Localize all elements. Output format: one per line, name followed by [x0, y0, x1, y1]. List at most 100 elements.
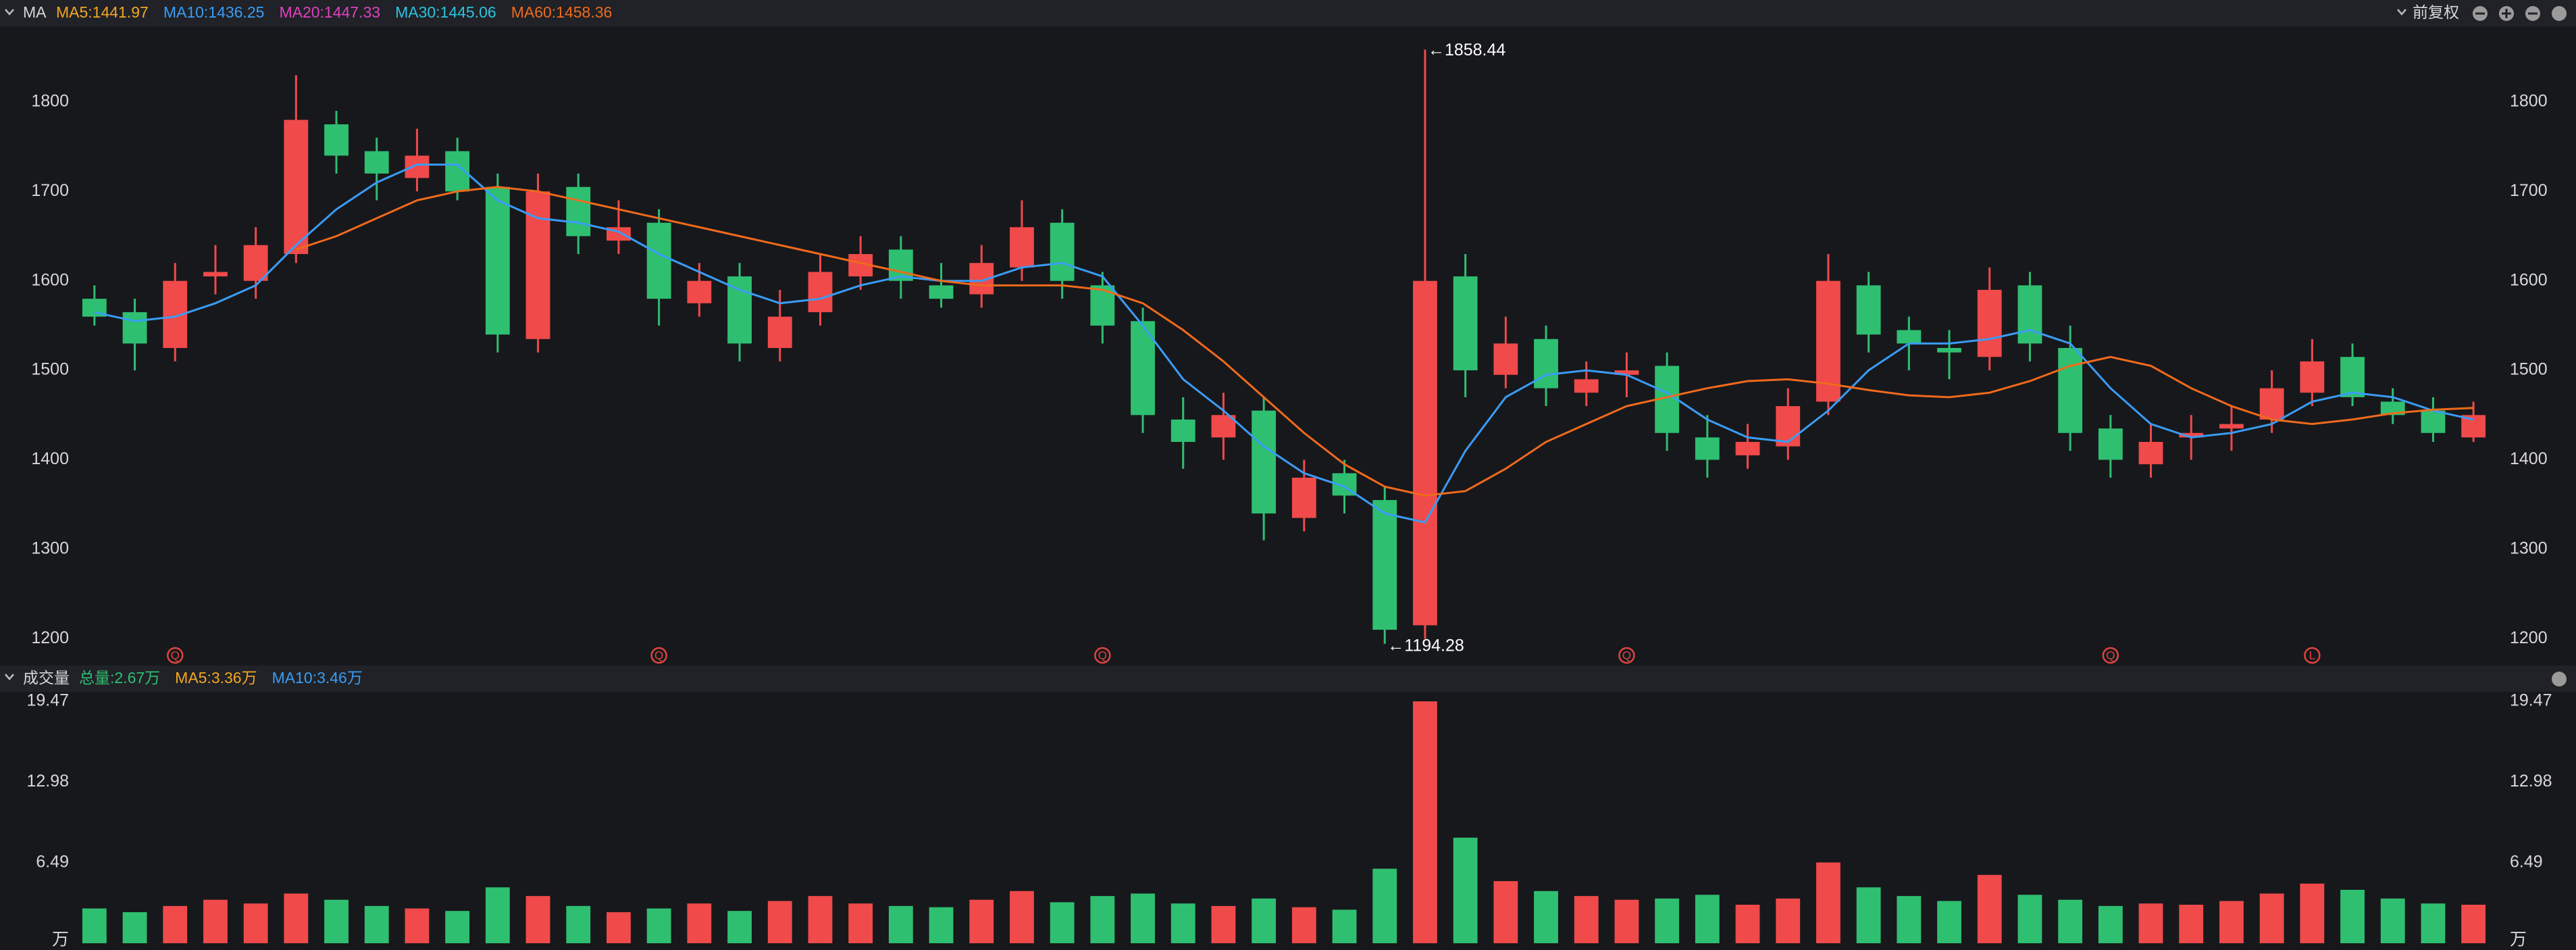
candle-body — [929, 285, 954, 299]
settings-button[interactable] — [2552, 672, 2567, 686]
candle-body — [2300, 361, 2325, 393]
y-tick-label: 19.47 — [2510, 691, 2552, 710]
candle-body — [767, 316, 792, 348]
y-tick-label: 1200 — [2510, 628, 2548, 647]
candle-body — [1372, 500, 1397, 630]
volume-bar — [687, 903, 712, 943]
candle-body — [2259, 388, 2284, 420]
candle-body — [1252, 410, 1277, 514]
event-marker[interactable] — [650, 647, 667, 664]
candle-body — [1695, 437, 1720, 460]
legend-entry: MA5:1441.97 — [56, 3, 149, 21]
settings-button[interactable] — [2552, 6, 2567, 21]
event-marker-label: Q — [171, 649, 180, 661]
y-tick-label: 12.98 — [2510, 772, 2552, 791]
dropdown-icon[interactable] — [2397, 9, 2406, 16]
volume-bar — [1735, 904, 1760, 943]
volume-bar — [1453, 837, 1478, 943]
volume-bar — [485, 887, 510, 943]
candle-body — [1856, 285, 1881, 335]
candle-body — [525, 191, 550, 339]
candle-body — [203, 272, 228, 277]
legend-entry: MA30:1445.06 — [395, 3, 496, 21]
y-tick-label: 1400 — [2510, 449, 2548, 468]
volume-bar — [243, 903, 268, 943]
volume-bar — [2017, 895, 2042, 943]
y-tick-label: 6.49 — [36, 852, 69, 871]
candle-body — [808, 272, 833, 313]
volume-bar — [1614, 899, 1639, 943]
volume-bar — [2058, 899, 2083, 943]
max-annotation: ←1858.44 — [1428, 41, 1505, 59]
volume-bar — [566, 905, 591, 943]
candle-body — [284, 120, 309, 254]
volume-bar — [1090, 896, 1115, 943]
min-annotation: ←1194.28 — [1387, 636, 1464, 655]
price-header-bar — [0, 0, 2576, 26]
volume-bar — [1655, 898, 1680, 943]
event-marker[interactable] — [1094, 647, 1111, 664]
legend-entry: MA10:1436.25 — [163, 3, 265, 21]
candle-body — [1897, 330, 1922, 344]
candle-body — [1776, 406, 1801, 447]
volume-bar — [284, 893, 309, 943]
candle-body — [2138, 442, 2163, 465]
candle-body — [2380, 401, 2405, 416]
volume-bar — [1856, 887, 1881, 943]
candle-body — [1534, 339, 1558, 389]
volume-bar — [2219, 901, 2244, 943]
ma-line — [295, 186, 2474, 497]
event-marker[interactable] — [2102, 647, 2119, 664]
volume-bar — [969, 899, 994, 943]
volume-bar — [767, 901, 792, 943]
candle-body — [566, 186, 591, 236]
volume-bar — [808, 896, 833, 943]
candle-body — [1050, 222, 1075, 281]
y-tick-label: 1800 — [2510, 92, 2548, 111]
candle-body — [2421, 410, 2446, 433]
collapse-icon[interactable] — [5, 9, 14, 16]
y-tick-label: 12.98 — [26, 772, 69, 791]
candle-body — [2340, 357, 2365, 397]
volume-bar — [1291, 907, 1316, 943]
y-tick-label: 1600 — [2510, 270, 2548, 289]
y-tick-label: 1200 — [31, 628, 69, 647]
candle-body — [1453, 276, 1478, 371]
volume-bar — [324, 899, 349, 943]
y-tick-label: 1300 — [2510, 539, 2548, 557]
y-tick-label: 19.47 — [26, 691, 69, 710]
legend-entry: MA60:1458.36 — [511, 3, 613, 21]
volume-bar — [364, 905, 389, 943]
volume-bar — [1050, 902, 1075, 943]
volume-bar — [2421, 903, 2446, 943]
adjust-label[interactable]: 前复权 — [2413, 3, 2459, 21]
candle-body — [1010, 227, 1034, 268]
candle-body — [2058, 348, 2083, 433]
volume-bar — [2138, 903, 2163, 943]
candle-body — [324, 124, 349, 156]
volume-bar — [1131, 893, 1155, 943]
event-marker[interactable] — [167, 647, 184, 664]
volume-bar — [1372, 868, 1397, 943]
candle-body — [1291, 477, 1316, 518]
volume-bar — [2340, 889, 2365, 943]
volume-bar — [2300, 883, 2325, 943]
candle-body — [727, 276, 752, 344]
y-tick-label: 万 — [52, 930, 69, 949]
volume-bar — [2259, 893, 2284, 943]
volume-bar — [82, 908, 107, 943]
candle-body — [243, 245, 268, 281]
candle-body — [364, 151, 389, 174]
volume-bar — [848, 903, 873, 943]
y-tick-label: 1400 — [31, 449, 69, 468]
event-marker[interactable] — [2304, 647, 2321, 664]
event-marker[interactable] — [1618, 647, 1635, 664]
legend-entry: 总量:2.67万 — [79, 669, 160, 686]
collapse-icon[interactable] — [5, 674, 14, 680]
price-title: MA — [23, 3, 47, 21]
volume-bar — [1211, 905, 1236, 943]
candle-body — [2098, 428, 2123, 460]
volume-bar — [1252, 898, 1277, 943]
event-marker-label: Q — [654, 649, 663, 661]
volume-bar — [1776, 898, 1801, 943]
